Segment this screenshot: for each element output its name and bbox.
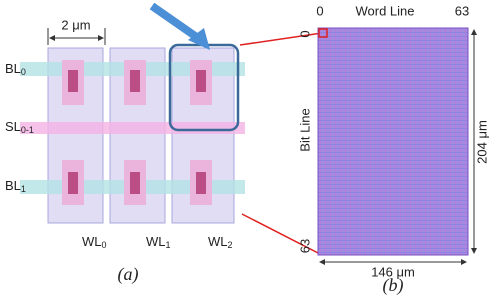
source-line-label: SL0-1 [5,119,34,135]
label-base: WL [146,234,166,249]
label-sub: 1 [21,184,26,194]
word-line-label: WL2 [208,234,233,250]
y-axis-label: Bit Line [297,108,312,151]
y-start: 0 [297,30,312,37]
label-base: WL [208,234,228,249]
label-sub: 0 [102,240,107,250]
x-axis-label: Word Line [355,3,414,18]
x-start: 0 [316,3,323,18]
label-sub: 2 [228,240,233,250]
pointer-arrow [152,6,198,38]
label-sub: 0 [21,67,26,77]
label-sub: 0-1 [21,125,34,135]
page: {"panel_a": {"scale_bar": "2 μm", "bit_l… [0,0,491,295]
word-line-label: WL1 [146,234,171,250]
y-end: 63 [297,239,312,253]
label-sub: 1 [166,240,171,250]
x-end: 63 [455,3,469,18]
height-label: 204 μm [474,120,489,164]
label-base: WL [82,234,102,249]
caption: (a) [118,264,139,285]
label-base: BL [5,61,21,76]
figure: 2 μm BL0 SL0-1 BL1 WL0 WL1 WL2 (a) 0 Wor… [0,0,491,295]
cell-array [20,48,245,223]
label-base: SL [5,119,21,134]
label-base: BL [5,178,21,193]
caption: (b) [383,275,404,295]
word-line-label: WL0 [82,234,107,250]
array-grid [318,28,468,255]
scale-label: 2 μm [61,17,90,32]
